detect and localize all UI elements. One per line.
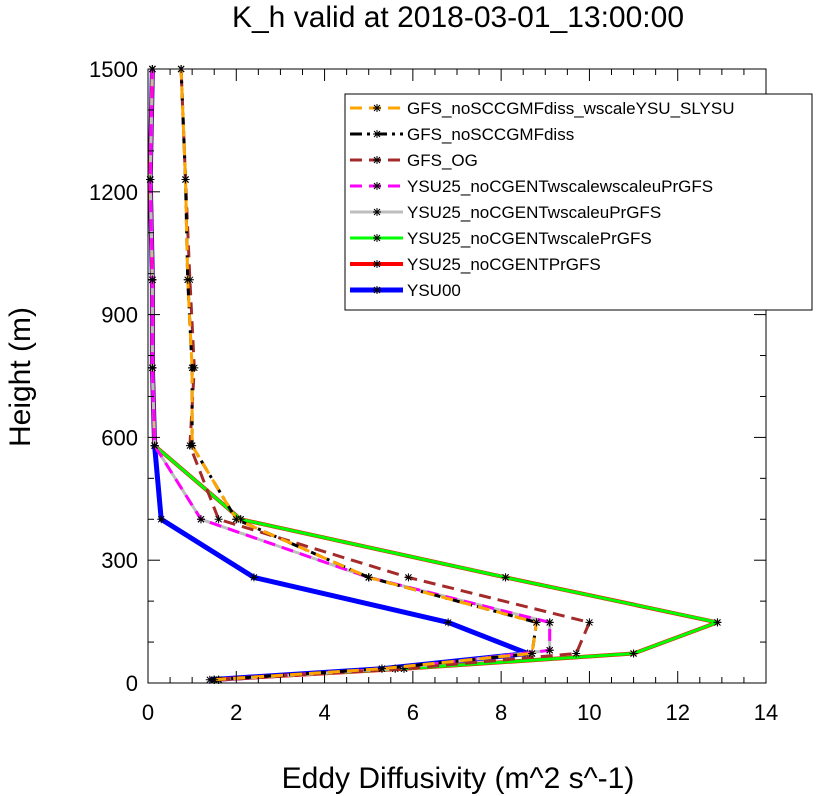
series-marker bbox=[181, 175, 190, 184]
legend-label: GFS_OG bbox=[407, 151, 478, 170]
x-tick-label: 0 bbox=[142, 700, 154, 725]
legend-entry: YSU00 bbox=[350, 281, 461, 300]
series-marker bbox=[188, 363, 197, 372]
series-marker bbox=[146, 175, 155, 184]
legend-label: GFS_noSCCGMFdiss bbox=[407, 125, 574, 144]
series-marker bbox=[444, 618, 453, 627]
x-tick-label: 14 bbox=[754, 700, 778, 725]
legend-marker bbox=[373, 156, 381, 164]
series-marker bbox=[249, 573, 258, 582]
x-tick-label: 10 bbox=[577, 700, 601, 725]
legend-label: YSU00 bbox=[407, 281, 461, 300]
plot-area bbox=[146, 65, 722, 684]
series-marker bbox=[188, 441, 197, 450]
legend-marker bbox=[373, 208, 381, 216]
y-axis: 0 300 600 900 1200 1500 bbox=[89, 57, 766, 696]
x-axis: 0 2 4 6 8 10 12 14 bbox=[142, 69, 778, 725]
x-tick-label: 6 bbox=[407, 700, 419, 725]
series-marker bbox=[629, 649, 638, 658]
x-axis-label: Eddy Diffusivity (m^2 s^-1) bbox=[282, 762, 635, 795]
y-tick-label: 1200 bbox=[89, 180, 138, 205]
series-marker bbox=[585, 618, 594, 627]
x-tick-label: 12 bbox=[665, 700, 689, 725]
series-marker bbox=[196, 515, 205, 524]
legend-label: YSU25_noCGENTwscalePrGFS bbox=[407, 229, 652, 248]
legend-label: YSU25_noCGENTPrGFS bbox=[407, 255, 601, 274]
legend-marker bbox=[373, 130, 381, 138]
y-tick-label: 0 bbox=[126, 671, 138, 696]
legend-marker bbox=[373, 260, 381, 268]
legend-entry: GFS_noSCCGMFdiss_wscaleYSU_SLYSU bbox=[350, 99, 735, 118]
legend-label: GFS_noSCCGMFdiss_wscaleYSU_SLYSU bbox=[407, 99, 735, 118]
y-tick-label: 300 bbox=[101, 548, 138, 573]
legend-marker bbox=[373, 286, 381, 294]
series-marker bbox=[183, 275, 192, 284]
series-marker bbox=[528, 649, 537, 658]
legend-entry: YSU25_noCGENTwscaleuPrGFS bbox=[350, 203, 661, 222]
legend-marker bbox=[373, 182, 381, 190]
legend-entry: YSU25_noCGENTPrGFS bbox=[350, 255, 601, 274]
series-marker bbox=[236, 515, 245, 524]
y-tick-label: 1500 bbox=[89, 57, 138, 82]
x-tick-label: 8 bbox=[495, 700, 507, 725]
series-marker bbox=[377, 664, 386, 673]
series-marker bbox=[404, 573, 413, 582]
series-marker bbox=[532, 618, 541, 627]
series-marker bbox=[572, 649, 581, 658]
y-tick-label: 900 bbox=[101, 303, 138, 328]
series-marker bbox=[232, 515, 241, 524]
series-marker bbox=[157, 515, 166, 524]
series-marker bbox=[400, 664, 409, 673]
legend-entry: YSU25_noCGENTwscalePrGFS bbox=[350, 229, 652, 248]
series-marker bbox=[501, 573, 510, 582]
legend-label: YSU25_noCGENTwscaleuPrGFS bbox=[407, 203, 661, 222]
series-marker bbox=[364, 573, 373, 582]
legend-entry: GFS_noSCCGMFdiss bbox=[350, 125, 574, 144]
series-marker bbox=[713, 618, 722, 627]
series-marker bbox=[148, 363, 157, 372]
legend: GFS_noSCCGMFdiss_wscaleYSU_SLYSU GFS_noSC… bbox=[344, 93, 813, 311]
series-marker bbox=[545, 618, 554, 627]
legend-entry: GFS_OG bbox=[350, 151, 478, 170]
series-marker bbox=[205, 675, 214, 684]
legend-entry: YSU25_noCGENTwscalewscaleuPrGFS bbox=[350, 177, 713, 196]
x-tick-label: 2 bbox=[230, 700, 242, 725]
legend-marker bbox=[373, 234, 381, 242]
legend-box bbox=[344, 93, 813, 311]
series-marker bbox=[545, 646, 554, 655]
series-marker bbox=[148, 275, 157, 284]
series-marker bbox=[150, 441, 159, 450]
series-marker bbox=[214, 515, 223, 524]
legend-marker bbox=[373, 104, 381, 112]
y-axis-label: Height (m) bbox=[4, 307, 37, 447]
legend-label: YSU25_noCGENTwscalewscaleuPrGFS bbox=[407, 177, 713, 196]
chart-title: K_h valid at 2018-03-01_13:00:00 bbox=[232, 1, 684, 34]
y-tick-label: 600 bbox=[101, 425, 138, 450]
x-tick-label: 4 bbox=[318, 700, 330, 725]
